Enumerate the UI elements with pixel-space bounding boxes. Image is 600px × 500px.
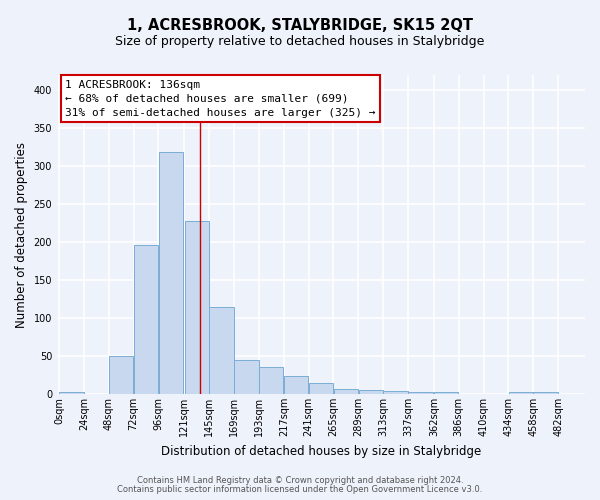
Bar [109, 356, 133, 394]
Text: Contains HM Land Registry data © Crown copyright and database right 2024.: Contains HM Land Registry data © Crown c… [137, 476, 463, 485]
Bar [235, 360, 259, 394]
Bar [509, 392, 533, 394]
Bar [383, 391, 408, 394]
Bar [59, 392, 83, 394]
Text: 1 ACRESBROOK: 136sqm
← 68% of detached houses are smaller (699)
31% of semi-deta: 1 ACRESBROOK: 136sqm ← 68% of detached h… [65, 80, 376, 118]
Bar [434, 392, 458, 394]
Bar [359, 390, 383, 394]
Text: 1, ACRESBROOK, STALYBRIDGE, SK15 2QT: 1, ACRESBROOK, STALYBRIDGE, SK15 2QT [127, 18, 473, 32]
Bar [134, 245, 158, 394]
X-axis label: Distribution of detached houses by size in Stalybridge: Distribution of detached houses by size … [161, 444, 481, 458]
Bar [259, 368, 283, 394]
Bar [408, 392, 433, 394]
Y-axis label: Number of detached properties: Number of detached properties [15, 142, 28, 328]
Bar [209, 308, 234, 394]
Bar [185, 221, 209, 394]
Text: Contains public sector information licensed under the Open Government Licence v3: Contains public sector information licen… [118, 485, 482, 494]
Bar [533, 392, 558, 394]
Bar [309, 382, 333, 394]
Bar [284, 376, 308, 394]
Bar [159, 152, 183, 394]
Text: Size of property relative to detached houses in Stalybridge: Size of property relative to detached ho… [115, 35, 485, 48]
Bar [334, 388, 358, 394]
